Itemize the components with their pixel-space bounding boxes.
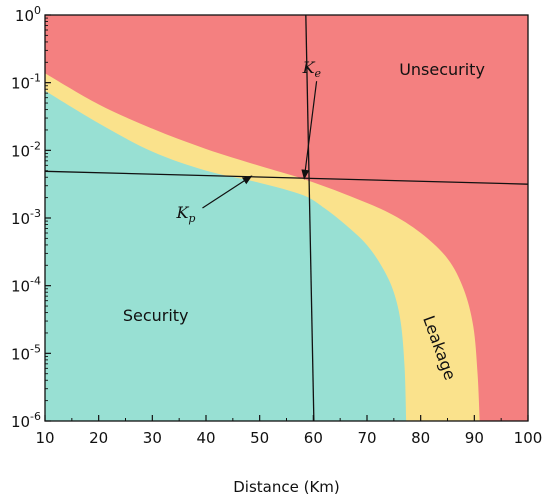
y-tick-label: 10-5 — [11, 342, 41, 363]
x-tick-label: 60 — [304, 429, 323, 447]
x-tick-label: 100 — [514, 429, 543, 447]
annotation-kp-arrow — [202, 175, 253, 209]
y-tick-label: 10-1 — [11, 72, 41, 93]
annotation-ke-arrow — [301, 81, 318, 180]
vertical-reference-line — [305, 14, 315, 422]
x-tick-label: 40 — [196, 429, 215, 447]
unsecurity-label: Unsecurity — [399, 60, 485, 79]
security-label: Security — [123, 306, 189, 325]
x-tick-label: 90 — [465, 429, 484, 447]
x-axis: 10 20 30 40 50 60 70 80 90 100 — [35, 415, 542, 447]
x-tick-label: 70 — [357, 429, 376, 447]
x-tick-label: 80 — [411, 429, 430, 447]
y-axis: 10-6 10-5 10-4 10-3 10-2 10-1 100 — [11, 4, 51, 431]
x-tick-label: 50 — [250, 429, 269, 447]
annotation-kp-label: Kp — [175, 203, 195, 225]
x-tick-label: 30 — [143, 429, 162, 447]
y-tick-label: 10-6 — [11, 410, 41, 431]
x-tick-label: 20 — [89, 429, 108, 447]
y-tick-label: 10-2 — [11, 139, 41, 160]
annotation-ke-label: Ke — [302, 58, 322, 80]
annotations: Ke Kp — [175, 58, 321, 225]
y-tick-label: 10-3 — [11, 207, 41, 228]
y-tick-label: 100 — [15, 4, 41, 25]
x-axis-title: Distance (Km) — [233, 478, 340, 496]
horizontal-reference-line — [44, 170, 529, 185]
x-tick-label: 10 — [35, 429, 54, 447]
y-tick-label: 10-4 — [11, 275, 41, 296]
